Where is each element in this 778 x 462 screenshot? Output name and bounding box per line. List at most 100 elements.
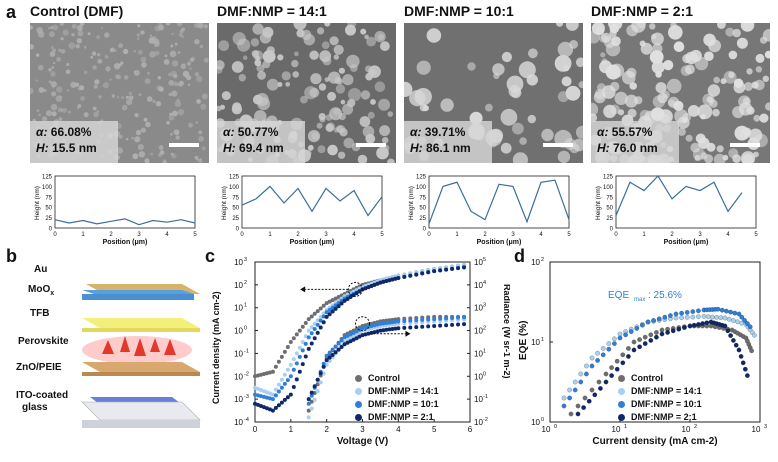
grain	[65, 69, 71, 75]
grain	[136, 33, 141, 37]
grain	[704, 154, 714, 163]
grain	[627, 108, 637, 118]
grain	[186, 61, 191, 66]
current-point	[291, 336, 296, 341]
radiance-point	[420, 317, 425, 322]
current-point	[312, 327, 317, 332]
current-point	[327, 299, 332, 304]
grain	[557, 150, 571, 163]
grain	[440, 98, 454, 112]
sem-texture-control	[30, 23, 209, 163]
radiance-point	[402, 325, 407, 330]
current-point	[288, 340, 293, 344]
axis-label: Height (nm)	[595, 186, 602, 220]
eqe-point	[736, 311, 742, 317]
grain	[194, 72, 200, 77]
grain	[626, 67, 637, 78]
grain	[367, 111, 375, 119]
current-point	[312, 336, 317, 341]
grain	[685, 134, 693, 142]
grain	[157, 23, 163, 26]
radiance-point	[444, 323, 449, 328]
scale-bar	[730, 143, 760, 147]
grain	[169, 50, 177, 58]
radiance-point	[396, 326, 401, 331]
grain	[145, 121, 151, 128]
grain	[362, 125, 375, 138]
grain	[38, 87, 45, 93]
grain	[370, 69, 377, 76]
current-point	[336, 304, 341, 309]
grain	[380, 41, 390, 51]
radiance-point	[381, 328, 386, 333]
radiance-point	[456, 322, 461, 327]
plot-frame	[428, 175, 570, 229]
eqe-point	[705, 314, 711, 320]
grain	[345, 24, 356, 36]
tick-label: 10	[474, 372, 483, 381]
grain	[150, 152, 154, 156]
grain	[169, 112, 173, 116]
grain	[333, 54, 339, 60]
grain	[611, 36, 621, 47]
grain	[765, 102, 770, 111]
tick-label: -4	[244, 417, 249, 423]
grain	[561, 76, 572, 87]
radiance-point	[348, 339, 353, 344]
grain	[500, 142, 512, 154]
grain	[155, 101, 162, 107]
grain	[71, 23, 77, 29]
alpha-value: 50.77%	[237, 125, 279, 139]
eqe-point	[581, 405, 586, 410]
profile-plot: Height (nm) 0 25 50 75 100 125 0 1 2 3 4 5 Position (…	[34, 175, 197, 247]
grain	[416, 60, 431, 75]
grain	[96, 35, 101, 40]
grain	[37, 64, 44, 71]
grain	[743, 82, 753, 91]
tick-label: 3	[324, 232, 328, 238]
eqe-point	[572, 379, 578, 385]
grain	[30, 44, 34, 50]
grain	[189, 57, 194, 63]
radiance-point	[333, 350, 338, 355]
eqe-point	[617, 331, 623, 337]
radiance-point	[390, 320, 395, 325]
tick-label: 2	[694, 424, 697, 430]
grain	[43, 89, 47, 92]
grain	[118, 134, 123, 139]
current-point	[315, 322, 320, 327]
eqe-point	[568, 411, 574, 417]
tick-label: 10	[234, 395, 243, 404]
grain	[138, 93, 142, 96]
grain	[337, 151, 346, 159]
grain	[526, 74, 538, 86]
grain	[187, 83, 191, 86]
current-point	[297, 345, 302, 350]
alpha-symbol: α:	[410, 125, 422, 139]
layer-label-tfb: TFB	[30, 308, 50, 319]
current-point	[258, 394, 263, 399]
grain	[116, 147, 123, 154]
radiance-point	[309, 399, 314, 404]
annotation-circle	[347, 281, 363, 297]
radiance-point	[375, 329, 380, 334]
grain	[83, 70, 88, 75]
grain	[346, 54, 360, 69]
eqe-point	[732, 310, 738, 316]
grain	[291, 59, 299, 68]
eqe-point	[592, 392, 598, 398]
current-point	[267, 370, 272, 375]
grain	[292, 71, 299, 78]
grain	[565, 23, 579, 31]
profile-line	[241, 185, 383, 217]
axis-label: Height (nm)	[34, 186, 41, 220]
alpha-symbol: α:	[223, 125, 235, 139]
current-point	[270, 408, 275, 413]
current-point	[324, 310, 329, 315]
grain	[366, 36, 376, 47]
current-point	[279, 400, 284, 405]
radiance-point	[312, 391, 317, 396]
eqe-point	[739, 314, 745, 320]
grain	[670, 23, 677, 29]
